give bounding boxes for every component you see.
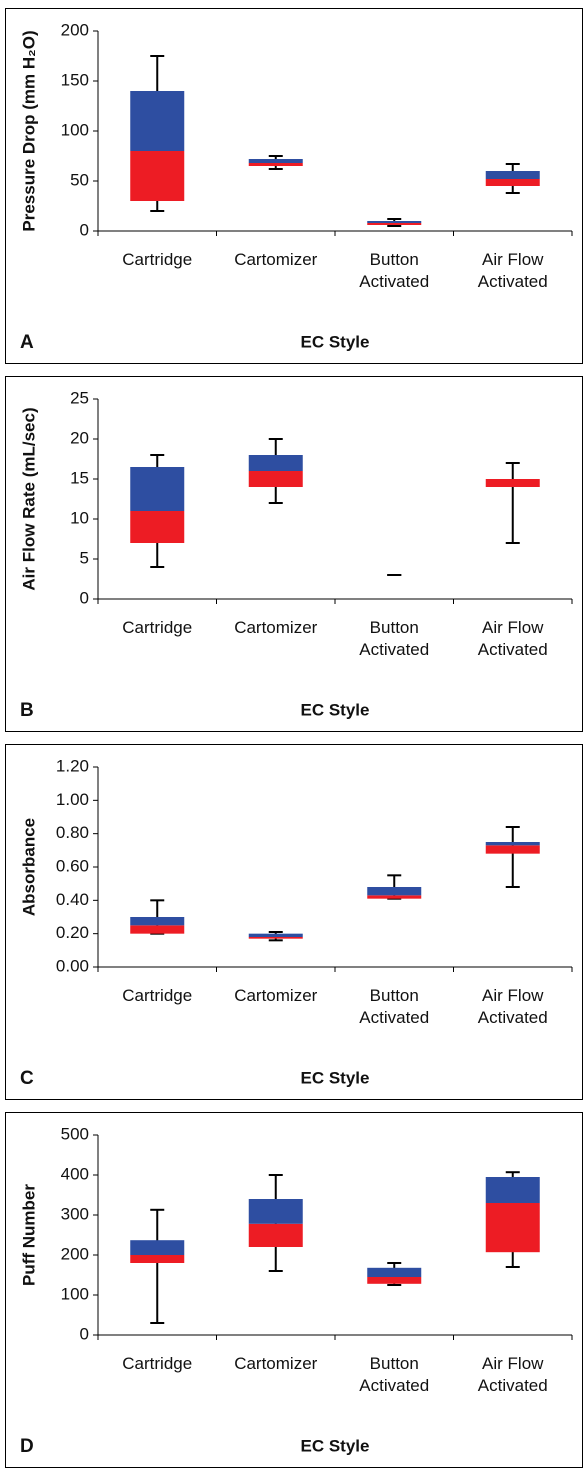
x-tick-label: Cartomizer [234,250,317,269]
panel-letter: D [20,1436,34,1457]
y-tick-label: 0.40 [56,890,89,909]
panel-letter: C [20,1068,34,1089]
box-lower [367,1277,422,1284]
box-lower [248,163,303,166]
box-upper [367,887,422,896]
box-lower [485,479,540,487]
box-upper [485,171,540,179]
y-tick-label: 25 [70,388,89,407]
y-tick-label: 0.00 [56,956,89,975]
x-tick-label: Air Flow Activated [478,250,548,291]
y-tick-label: 20 [70,428,89,447]
box-lower [367,895,422,899]
x-tick-label: Air Flow Activated [478,618,548,659]
box-lower [248,1223,303,1247]
y-tick-label: 15 [70,468,89,487]
box-upper [485,842,540,846]
x-tick-label: Air Flow Activated [478,1354,548,1395]
box-lower [248,471,303,487]
panel-letter: B [20,700,34,721]
box-upper [248,455,303,471]
x-tick-label: Button Activated [359,1354,429,1395]
box-lower [130,925,185,934]
x-tick-label: Cartridge [122,618,192,637]
x-axis-label: EC Style [301,332,370,351]
box-upper [248,933,303,937]
box-lower [248,937,303,939]
box-upper [130,467,185,511]
y-tick-label: 200 [61,20,89,39]
y-axis-label: Air Flow Rate (mL/sec) [19,407,38,590]
x-tick-label: Cartridge [122,986,192,1005]
y-tick-label: 300 [61,1204,89,1223]
y-axis-label: Absorbance [19,818,38,916]
box-lower [130,151,185,201]
y-tick-label: 500 [61,1124,89,1143]
panel: 0 50 100 150 200 Cartridge Cartomizer Button Act… [5,8,583,364]
x-axis-label: EC Style [301,1436,370,1455]
box-upper [485,1177,540,1203]
y-tick-label: 1.20 [56,756,89,775]
box-upper [248,159,303,163]
panel: 0.00 0.20 0.40 0.60 0.80 1.00 1.20 Cartridge Car… [5,744,583,1100]
box-lower [367,223,422,225]
y-tick-label: 0 [80,588,89,607]
x-tick-label: Air Flow Activated [478,986,548,1027]
panel-letter: A [20,332,34,353]
x-axis-label: EC Style [301,700,370,719]
y-tick-label: 0.20 [56,923,89,942]
panel: 0 100 200 300 400 500 Cartridge Cartomizer Butto… [5,1112,583,1468]
x-tick-label: Button Activated [359,618,429,659]
box-upper [130,91,185,151]
box-upper [367,1267,422,1277]
box-lower [485,845,540,854]
x-tick-label: Button Activated [359,986,429,1027]
x-tick-label: Cartomizer [234,618,317,637]
box-lower [130,1255,185,1263]
y-tick-label: 5 [80,548,89,567]
y-tick-label: 200 [61,1244,89,1263]
y-tick-label: 0.60 [56,856,89,875]
y-tick-label: 0 [80,220,89,239]
x-tick-label: Cartomizer [234,986,317,1005]
box-lower [130,511,185,543]
x-axis-label: EC Style [301,1068,370,1087]
y-tick-label: 100 [61,1284,89,1303]
y-tick-label: 1.00 [56,790,89,809]
box-upper [367,221,422,223]
chart: 0 50 100 150 200 Cartridge Cartomizer Button Act… [19,20,573,353]
x-tick-label: Cartridge [122,250,192,269]
box-upper [130,917,185,926]
x-tick-label: Cartridge [122,1354,192,1373]
box-upper [248,1199,303,1224]
y-tick-label: 0 [80,1324,89,1343]
box-lower [485,179,540,186]
y-tick-label: 0.80 [56,823,89,842]
y-tick-label: 400 [61,1164,89,1183]
panel: 0 5 10 15 20 25 Cartridge Cartomizer Button Activ… [5,376,583,732]
box-upper [130,1240,185,1255]
x-tick-label: Cartomizer [234,1354,317,1373]
y-tick-label: 50 [70,170,89,189]
box-lower [485,1203,540,1253]
chart: 0 100 200 300 400 500 Cartridge Cartomizer Butto… [19,1124,573,1457]
y-axis-label: Pressure Drop (mm H₂O) [19,30,38,231]
y-tick-label: 100 [61,120,89,139]
chart: 0 5 10 15 20 25 Cartridge Cartomizer Button Activ… [19,388,573,721]
y-tick-label: 10 [70,508,89,527]
y-axis-label: Puff Number [19,1184,38,1286]
y-tick-label: 150 [61,70,89,89]
chart: 0.00 0.20 0.40 0.60 0.80 1.00 1.20 Cartridge Car… [19,756,573,1089]
x-tick-label: Button Activated [359,250,429,291]
